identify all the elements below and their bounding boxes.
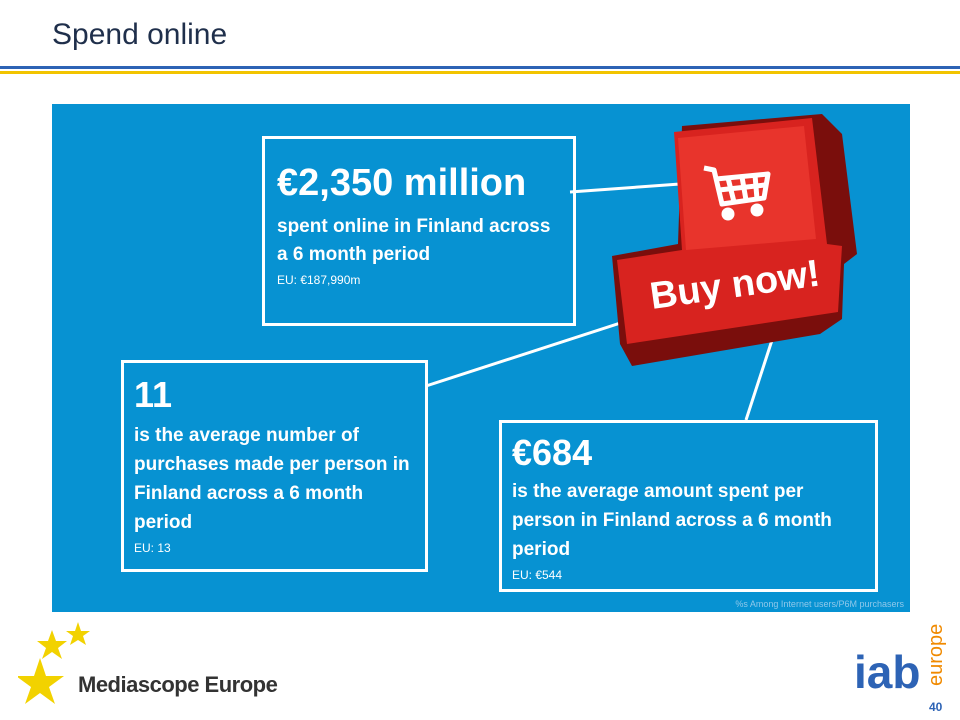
stars-icon bbox=[18, 622, 90, 704]
header-rule-yellow bbox=[0, 71, 960, 74]
stat-card-purchases: 11 is the average number of purchases ma… bbox=[121, 360, 428, 572]
buy-now-key: Buy now! bbox=[612, 114, 857, 366]
stat-value: 11 bbox=[134, 374, 173, 415]
connector-line-2 bbox=[425, 314, 643, 388]
stat-description: spent online in Finland across a 6 month… bbox=[277, 215, 551, 265]
stat-description: is the average number of purchases made … bbox=[134, 424, 410, 533]
svg-text:europe: europe bbox=[925, 624, 947, 686]
page-number: 40 bbox=[929, 700, 943, 714]
footnote: %s Among Internet users/P6M purchasers bbox=[735, 599, 904, 609]
page-title: Spend online bbox=[52, 18, 228, 51]
connector-lines: Buy now! bbox=[425, 114, 857, 421]
stat-card-average-spend: €684 is the average amount spent per per… bbox=[499, 420, 878, 592]
stat-value: €684 bbox=[512, 432, 593, 473]
stat-eu-comparison: EU: €544 bbox=[512, 567, 563, 582]
stat-description: is the average amount spent per person i… bbox=[512, 480, 832, 560]
header-rule-blue bbox=[0, 66, 960, 69]
stat-eu-comparison: EU: €187,990m bbox=[277, 272, 361, 287]
cart-icon bbox=[703, 165, 771, 221]
stats-panel: Buy now! €2,350 million spent online in … bbox=[52, 104, 910, 612]
connector-line-3 bbox=[744, 333, 776, 421]
iab-europe-logo: iab europe bbox=[854, 624, 947, 698]
mediascope-logo: Mediascope Europe bbox=[78, 672, 278, 697]
stat-eu-comparison: EU: 13 bbox=[134, 540, 171, 555]
stat-value: €2,350 million bbox=[277, 162, 527, 204]
svg-text:iab: iab bbox=[854, 646, 920, 698]
connector-line-1 bbox=[569, 182, 681, 194]
stat-card-total-spend: €2,350 million spent online in Finland a… bbox=[262, 136, 576, 326]
